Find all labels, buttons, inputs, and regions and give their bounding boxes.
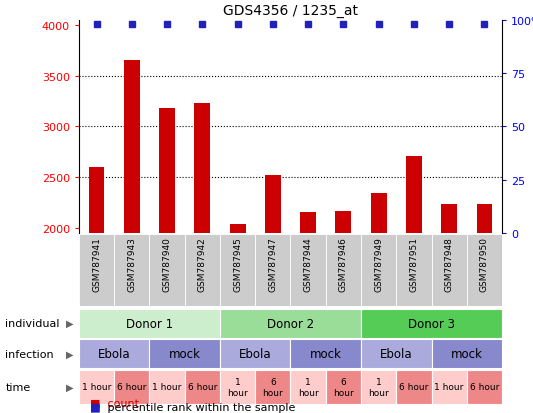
Text: ▶: ▶ — [66, 349, 74, 359]
Bar — [220, 234, 255, 306]
Bar — [79, 370, 114, 404]
Text: individual: individual — [5, 318, 60, 328]
Bar — [371, 194, 386, 233]
Bar — [432, 234, 467, 306]
Text: Ebola: Ebola — [380, 347, 413, 361]
Bar — [396, 370, 432, 404]
Text: Donor 1: Donor 1 — [126, 317, 173, 330]
Text: mock: mock — [451, 347, 483, 361]
Text: ■  count: ■ count — [90, 398, 139, 408]
Bar — [114, 370, 149, 404]
Text: 1 hour: 1 hour — [152, 382, 182, 392]
Title: GDS4356 / 1235_at: GDS4356 / 1235_at — [223, 4, 358, 18]
Text: GSM787946: GSM787946 — [339, 236, 348, 291]
Text: Donor 3: Donor 3 — [408, 317, 455, 330]
Bar — [441, 205, 457, 233]
Text: Donor 2: Donor 2 — [267, 317, 314, 330]
Text: GSM787943: GSM787943 — [127, 236, 136, 291]
Bar — [467, 234, 502, 306]
Bar — [220, 370, 255, 404]
Text: ■: ■ — [90, 402, 100, 412]
Text: mock: mock — [310, 347, 342, 361]
Bar — [220, 309, 361, 338]
Text: GSM787942: GSM787942 — [198, 236, 207, 291]
Text: ▶: ▶ — [66, 382, 74, 392]
Text: GSM787949: GSM787949 — [374, 236, 383, 291]
Bar — [195, 104, 210, 233]
Bar — [255, 234, 290, 306]
Bar — [79, 309, 220, 338]
Bar — [361, 309, 502, 338]
Bar — [79, 234, 114, 306]
Text: GSM787947: GSM787947 — [268, 236, 277, 291]
Bar — [335, 211, 351, 233]
Text: 6 hour: 6 hour — [399, 382, 429, 392]
Text: 1
hour: 1 hour — [368, 377, 389, 396]
Bar — [361, 339, 432, 368]
Text: 1 hour: 1 hour — [434, 382, 464, 392]
Bar — [255, 370, 290, 404]
Bar — [290, 370, 326, 404]
Text: GSM787940: GSM787940 — [163, 236, 172, 291]
Bar — [406, 157, 422, 233]
Bar — [114, 234, 149, 306]
Text: GSM787944: GSM787944 — [304, 236, 313, 291]
Text: 1 hour: 1 hour — [82, 382, 111, 392]
Text: 6
hour: 6 hour — [333, 377, 354, 396]
Bar — [432, 370, 467, 404]
Bar — [184, 370, 220, 404]
Bar — [396, 234, 432, 306]
Bar — [467, 370, 502, 404]
Bar — [124, 61, 140, 233]
Bar — [149, 339, 220, 368]
Bar — [149, 234, 184, 306]
Bar — [326, 234, 361, 306]
Bar — [149, 370, 184, 404]
Bar — [326, 370, 361, 404]
Text: GSM787948: GSM787948 — [445, 236, 454, 291]
Text: 1
hour: 1 hour — [298, 377, 319, 396]
Text: ▶: ▶ — [66, 318, 74, 328]
Bar — [300, 212, 316, 233]
Text: GSM787941: GSM787941 — [92, 236, 101, 291]
Bar — [361, 370, 396, 404]
Bar — [88, 168, 104, 233]
Bar — [477, 205, 492, 233]
Bar — [220, 339, 290, 368]
Text: infection: infection — [5, 349, 54, 359]
Bar — [290, 234, 326, 306]
Bar — [432, 339, 502, 368]
Bar — [79, 339, 149, 368]
Text: GSM787945: GSM787945 — [233, 236, 242, 291]
Text: 6
hour: 6 hour — [262, 377, 283, 396]
Text: GSM787950: GSM787950 — [480, 236, 489, 291]
Text: mock: mock — [169, 347, 200, 361]
Bar — [184, 234, 220, 306]
Text: 6 hour: 6 hour — [117, 382, 147, 392]
Bar — [159, 109, 175, 233]
Text: Ebola: Ebola — [98, 347, 131, 361]
Bar — [361, 234, 396, 306]
Bar — [290, 339, 361, 368]
Text: GSM787951: GSM787951 — [409, 236, 418, 291]
Text: 6 hour: 6 hour — [188, 382, 217, 392]
Text: 6 hour: 6 hour — [470, 382, 499, 392]
Text: ■  percentile rank within the sample: ■ percentile rank within the sample — [90, 402, 295, 412]
Bar — [265, 176, 281, 233]
Text: Ebola: Ebola — [239, 347, 271, 361]
Text: time: time — [5, 382, 30, 392]
Bar — [230, 224, 246, 233]
Text: 1
hour: 1 hour — [227, 377, 248, 396]
